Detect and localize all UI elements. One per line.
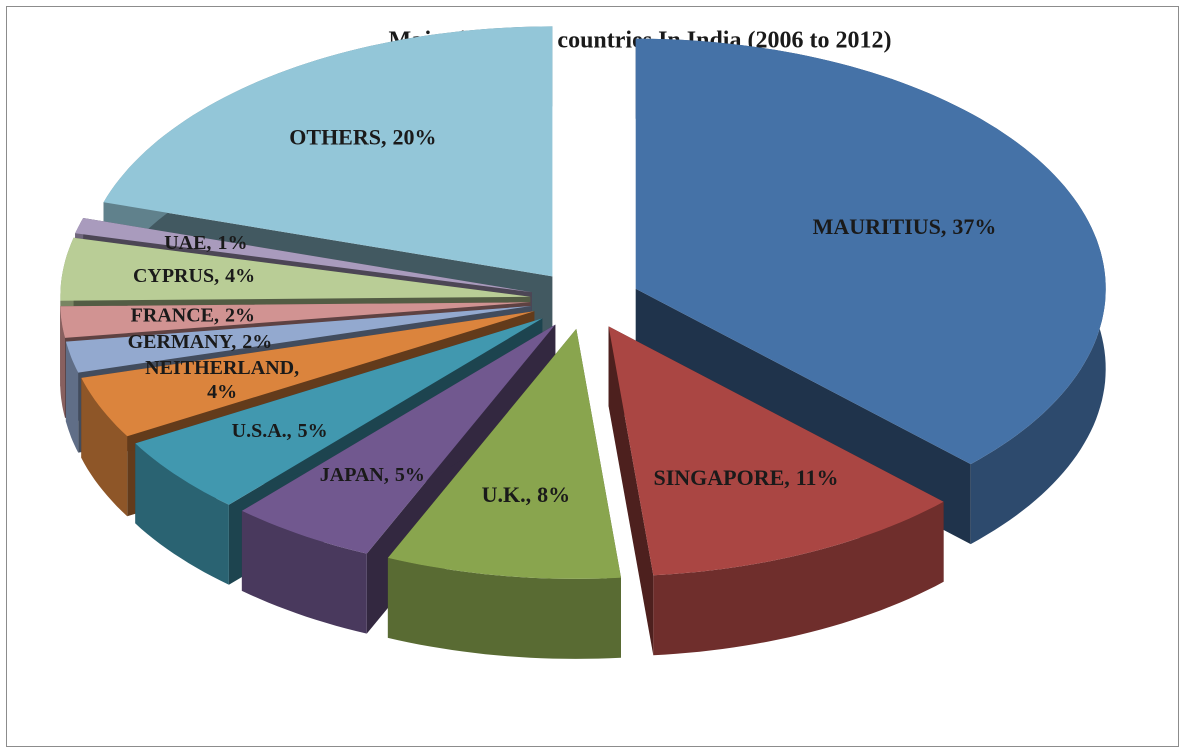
label-value: 11% bbox=[796, 465, 839, 490]
data-label: OTHERS, 20% bbox=[289, 125, 436, 150]
data-label: NEITHERLAND, 4% bbox=[145, 356, 299, 402]
slice-top bbox=[60, 302, 531, 338]
data-label: FRANCE, 2% bbox=[131, 304, 255, 326]
slice-wall bbox=[653, 501, 944, 656]
data-label: JAPAN, 5% bbox=[320, 464, 425, 486]
slice-top bbox=[75, 218, 532, 293]
label-value: 5% bbox=[395, 464, 425, 486]
slice-wall bbox=[60, 306, 65, 418]
label-category: CYPRUS, bbox=[133, 264, 219, 286]
label-category: JAPAN, bbox=[320, 464, 389, 486]
label-value: 4% bbox=[225, 264, 255, 286]
data-label: CYPRUS, 4% bbox=[133, 264, 255, 286]
label-category: MAURITIUS, bbox=[813, 214, 947, 239]
label-value: 20% bbox=[392, 125, 436, 150]
label-category: SINGAPORE, bbox=[653, 465, 789, 490]
label-category: NEITHERLAND, bbox=[145, 356, 299, 378]
data-label: UAE, 1% bbox=[164, 232, 247, 254]
slice-wall bbox=[241, 510, 367, 634]
label-value: 1% bbox=[217, 232, 247, 254]
slice-top bbox=[135, 318, 543, 505]
slice-top bbox=[241, 324, 556, 554]
label-value: 4% bbox=[207, 380, 237, 402]
label-value: 2% bbox=[242, 330, 272, 352]
label-category: OTHERS, bbox=[289, 125, 386, 150]
slice-wall bbox=[387, 557, 621, 659]
slice-top bbox=[103, 26, 553, 277]
label-category: FRANCE, bbox=[131, 304, 219, 326]
label-category: U.K., bbox=[482, 482, 532, 507]
label-category: UAE, bbox=[164, 232, 211, 254]
slice-wall bbox=[65, 341, 79, 453]
label-value: 2% bbox=[225, 304, 255, 326]
slice-top bbox=[387, 328, 621, 579]
data-label: SINGAPORE, 11% bbox=[653, 465, 838, 490]
label-category: U.S.A., bbox=[232, 420, 292, 442]
slice bbox=[608, 326, 944, 656]
slice-top bbox=[608, 326, 944, 576]
slice-side bbox=[81, 311, 535, 458]
data-label: U.K., 8% bbox=[482, 482, 571, 507]
slice-top bbox=[635, 38, 1106, 465]
label-category: GERMANY, bbox=[128, 330, 237, 352]
data-label: MAURITIUS, 37% bbox=[813, 214, 997, 239]
slice-wall bbox=[81, 377, 128, 517]
label-value: 5% bbox=[298, 420, 328, 442]
data-label: U.S.A., 5% bbox=[232, 420, 328, 442]
label-value: 37% bbox=[952, 214, 996, 239]
slice-top bbox=[65, 306, 532, 373]
slice-wall bbox=[135, 443, 229, 585]
slice-top bbox=[60, 237, 531, 301]
label-value: 8% bbox=[537, 482, 570, 507]
slice-top bbox=[81, 311, 535, 437]
slice-side bbox=[608, 326, 654, 656]
data-label: GERMANY, 2% bbox=[128, 330, 273, 352]
slice bbox=[387, 328, 621, 659]
